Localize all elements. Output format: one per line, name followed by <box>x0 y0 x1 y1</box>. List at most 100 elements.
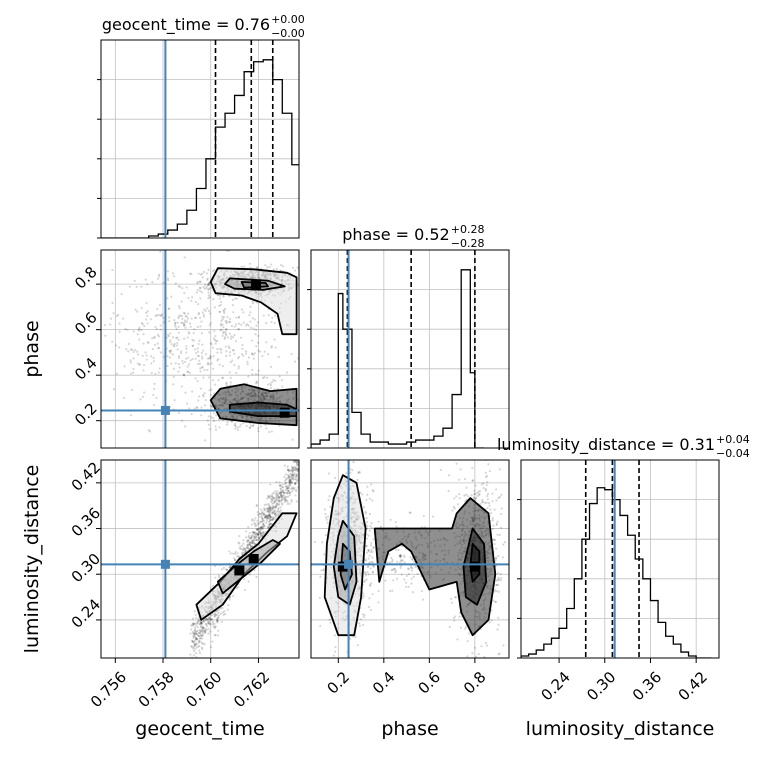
pair-phase-luminosity_distance-sample <box>475 492 478 495</box>
pair-phase-luminosity_distance-sample <box>356 644 360 647</box>
pair-phase-luminosity_distance-sample <box>497 590 500 593</box>
pair-geocent_time-luminosity_distance-sample <box>197 617 200 621</box>
pair-geocent_time-luminosity_distance-sample <box>277 507 280 510</box>
pair-geocent_time-phase-sample <box>213 338 217 341</box>
pair-geocent_time-phase-sample <box>212 420 216 423</box>
pair-phase-luminosity_distance-sample <box>321 541 324 544</box>
pair-geocent_time-phase-sample <box>255 345 258 348</box>
pair-geocent_time-phase-sample <box>110 317 113 320</box>
pair-phase-luminosity_distance-sample <box>416 572 419 576</box>
pair-geocent_time-phase-sample <box>198 339 201 342</box>
pair-geocent_time-luminosity_distance-sample <box>274 490 277 493</box>
hist-geocent_time-outline <box>101 59 299 238</box>
pair-geocent_time-luminosity_distance-sample <box>242 546 245 549</box>
pair-geocent_time-phase-sample <box>225 334 228 337</box>
pair-phase-luminosity_distance-sample <box>498 496 501 499</box>
pair-geocent_time-phase-sample <box>180 321 183 324</box>
pair-phase-luminosity_distance-sample <box>390 557 393 560</box>
pair-geocent_time-phase-sample <box>211 269 215 273</box>
pair-geocent_time-luminosity_distance-sample <box>294 482 297 485</box>
pair-geocent_time-phase-sample <box>129 359 132 362</box>
pair-phase-luminosity_distance-sample <box>394 569 397 572</box>
pair-geocent_time-phase-sample <box>224 345 227 348</box>
pair-geocent_time-phase-sample <box>208 296 211 299</box>
pair-geocent_time-luminosity_distance-sample <box>275 514 279 517</box>
pair-geocent_time-luminosity_distance-sample <box>261 532 264 535</box>
pair-geocent_time-phase-sample <box>205 287 208 290</box>
pair-phase-luminosity_distance-sample <box>407 573 410 576</box>
pair-geocent_time-luminosity_distance-sample <box>295 468 299 471</box>
pair-geocent_time-phase-sample <box>138 328 141 331</box>
pair-geocent_time-luminosity_distance-sample <box>278 510 281 513</box>
pair-geocent_time-phase-sample <box>202 395 205 398</box>
pair-geocent_time-luminosity_distance-sample <box>279 491 283 495</box>
pair-geocent_time-luminosity_distance-sample <box>211 613 214 616</box>
pair-geocent_time-phase-sample <box>111 268 114 272</box>
pair-geocent_time-luminosity_distance-sample <box>249 543 252 547</box>
pair-geocent_time-phase-sample <box>210 362 213 365</box>
pair-geocent_time-phase-sample <box>196 350 200 353</box>
pair-geocent_time-luminosity_distance-sample <box>208 616 211 619</box>
pair-geocent_time-phase-sample <box>219 303 222 307</box>
pair-phase-luminosity_distance-sample <box>491 527 494 531</box>
pair-geocent_time-luminosity_distance-sample <box>293 456 295 458</box>
pair-geocent_time-luminosity_distance-sample <box>227 604 230 607</box>
pair-geocent_time-phase-sample <box>266 376 269 379</box>
pair-geocent_time-luminosity_distance-sample <box>263 525 266 528</box>
pair-geocent_time-phase-sample <box>254 373 257 376</box>
pair-phase-luminosity_distance-sample <box>358 624 362 627</box>
pair-geocent_time-luminosity_distance-sample <box>277 510 280 513</box>
pair-geocent_time-phase-sample <box>233 422 237 425</box>
pair-phase-luminosity_distance-sample <box>453 619 456 622</box>
pair-phase-luminosity_distance-sample <box>393 567 396 571</box>
pair-phase-luminosity_distance-sample <box>484 426 486 428</box>
pair-geocent_time-luminosity_distance-sample <box>217 611 220 615</box>
hist-luminosity_distance-frame <box>520 459 720 659</box>
pair-geocent_time-phase-sample <box>265 341 268 344</box>
hist-luminosity_distance-bin-18 <box>658 622 666 658</box>
hist-phase-bin-2 <box>329 434 338 448</box>
pair-geocent_time-phase-sample <box>203 283 207 286</box>
pair-phase-luminosity_distance-sample <box>398 554 402 557</box>
pair-geocent_time-luminosity_distance-sample <box>254 525 257 528</box>
pair-geocent_time-luminosity_distance-sample <box>279 493 282 496</box>
hist-luminosity_distance-bin-17 <box>650 601 658 658</box>
pair-geocent_time-luminosity_distance-sample <box>268 506 272 509</box>
pair-geocent_time-luminosity_distance-sample <box>276 508 280 511</box>
pair-phase-luminosity_distance-sample <box>372 546 375 550</box>
pair-phase-luminosity_distance-sample <box>368 597 371 600</box>
pair-phase-luminosity_distance-sample <box>476 494 479 498</box>
pair-geocent_time-luminosity_distance-sample <box>258 530 261 534</box>
pair-geocent_time-phase-sample <box>155 328 158 331</box>
pair-geocent_time-luminosity_distance-sample <box>281 483 284 486</box>
pair-geocent_time-phase-sample <box>162 281 165 285</box>
pair-geocent_time-luminosity_distance-sample <box>199 629 202 632</box>
pair-geocent_time-luminosity_distance-sample <box>237 555 240 558</box>
pair-geocent_time-luminosity_distance-sample <box>295 467 298 470</box>
pair-geocent_time-luminosity_distance-sample <box>294 482 297 485</box>
pair-geocent_time-luminosity_distance-sample <box>267 503 270 506</box>
pair-geocent_time-luminosity_distance-sample <box>194 652 198 655</box>
pair-phase-luminosity_distance-sample <box>494 600 498 603</box>
pair-geocent_time-luminosity_distance-sample <box>251 541 254 545</box>
pair-phase-luminosity_distance-sample <box>359 618 362 621</box>
pair-geocent_time-luminosity_distance-sample <box>290 469 293 472</box>
pair-geocent_time-phase-sample <box>204 398 207 402</box>
pair-geocent_time-phase-sample <box>208 331 211 334</box>
pair-geocent_time-luminosity_distance-sample <box>263 513 266 516</box>
pair-geocent_time-luminosity_distance-sample <box>201 647 204 650</box>
pair-geocent_time-luminosity_distance-sample <box>195 632 198 636</box>
pair-geocent_time-luminosity_distance-sample <box>259 508 262 511</box>
pair-geocent_time-phase-sample <box>199 325 202 328</box>
pair-phase-luminosity_distance-sample <box>349 471 352 474</box>
pair-geocent_time-phase-sample <box>214 342 217 345</box>
pair-geocent_time-phase-sample <box>187 356 190 359</box>
pair-phase-luminosity_distance-sample <box>397 548 400 551</box>
pair-geocent_time-luminosity_distance-sample <box>266 508 269 511</box>
pair-geocent_time-phase-sample <box>228 320 231 324</box>
pair-geocent_time-luminosity_distance-sample <box>265 503 268 506</box>
pair-geocent_time-luminosity_distance-sample <box>250 534 253 538</box>
pair-geocent_time-phase-sample <box>269 387 273 390</box>
pair-geocent_time-luminosity_distance-sample <box>252 531 255 534</box>
pair-geocent_time-luminosity_distance-sample <box>267 507 270 510</box>
